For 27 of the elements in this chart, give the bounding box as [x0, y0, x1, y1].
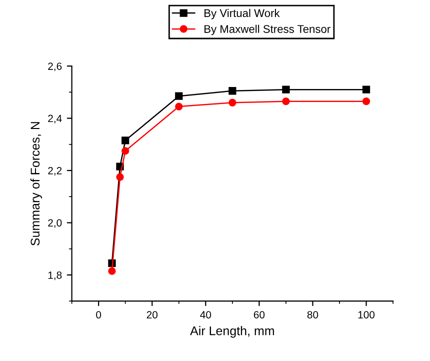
point [362, 86, 370, 94]
y-tick-label: 2,2 [48, 167, 62, 176]
point [175, 92, 183, 100]
legend-label: By Virtual Work [204, 8, 280, 20]
x-tick-label: 20 [146, 311, 158, 318]
y-tick-label: 2,6 [48, 62, 62, 72]
point [362, 97, 370, 106]
y-tick-label: 2,0 [48, 219, 62, 228]
point [175, 102, 183, 110]
point [228, 98, 236, 106]
y-axis-title: Summary of Forces, N [30, 122, 42, 246]
x-tick-label: 0 [96, 311, 102, 318]
x-axis-title: Air Length, mm [190, 326, 274, 338]
y-tick-label: 2,4 [48, 114, 62, 124]
y-tick-label: 1,8 [48, 271, 62, 280]
point [228, 87, 236, 95]
point [122, 136, 130, 144]
point [108, 267, 116, 275]
legend-label: By Maxwell Stress Tensor [204, 24, 330, 36]
point [122, 147, 130, 155]
x-tick-label: 80 [307, 311, 318, 318]
x-tick-label: 40 [200, 311, 212, 318]
point [282, 97, 290, 106]
x-tick-label: 60 [254, 311, 265, 318]
point [282, 86, 290, 94]
point [116, 173, 124, 181]
x-tick-label: 100 [358, 311, 375, 318]
